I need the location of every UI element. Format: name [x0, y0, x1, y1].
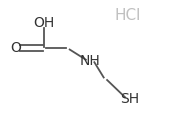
Text: O: O	[10, 41, 21, 55]
Text: NH: NH	[80, 54, 100, 68]
Text: HCl: HCl	[114, 8, 141, 23]
Text: SH: SH	[120, 92, 139, 106]
Text: OH: OH	[34, 16, 55, 30]
